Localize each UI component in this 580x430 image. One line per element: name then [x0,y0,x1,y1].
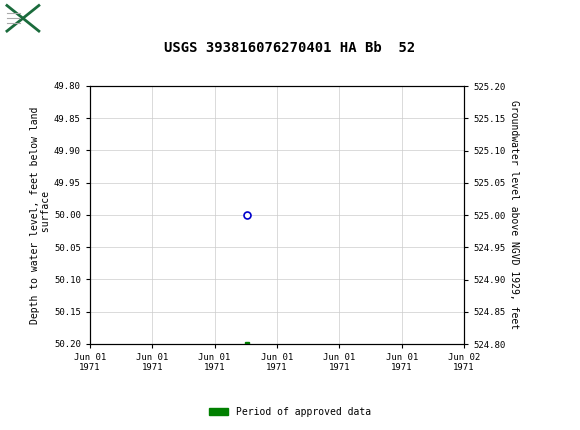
Text: USGS 393816076270401 HA Bb  52: USGS 393816076270401 HA Bb 52 [164,41,416,55]
Y-axis label: Depth to water level, feet below land
 surface: Depth to water level, feet below land su… [30,106,51,324]
Text: USGS: USGS [45,9,100,27]
Legend: Period of approved data: Period of approved data [205,403,375,421]
Y-axis label: Groundwater level above NGVD 1929, feet: Groundwater level above NGVD 1929, feet [509,101,520,329]
FancyBboxPatch shape [7,6,39,31]
